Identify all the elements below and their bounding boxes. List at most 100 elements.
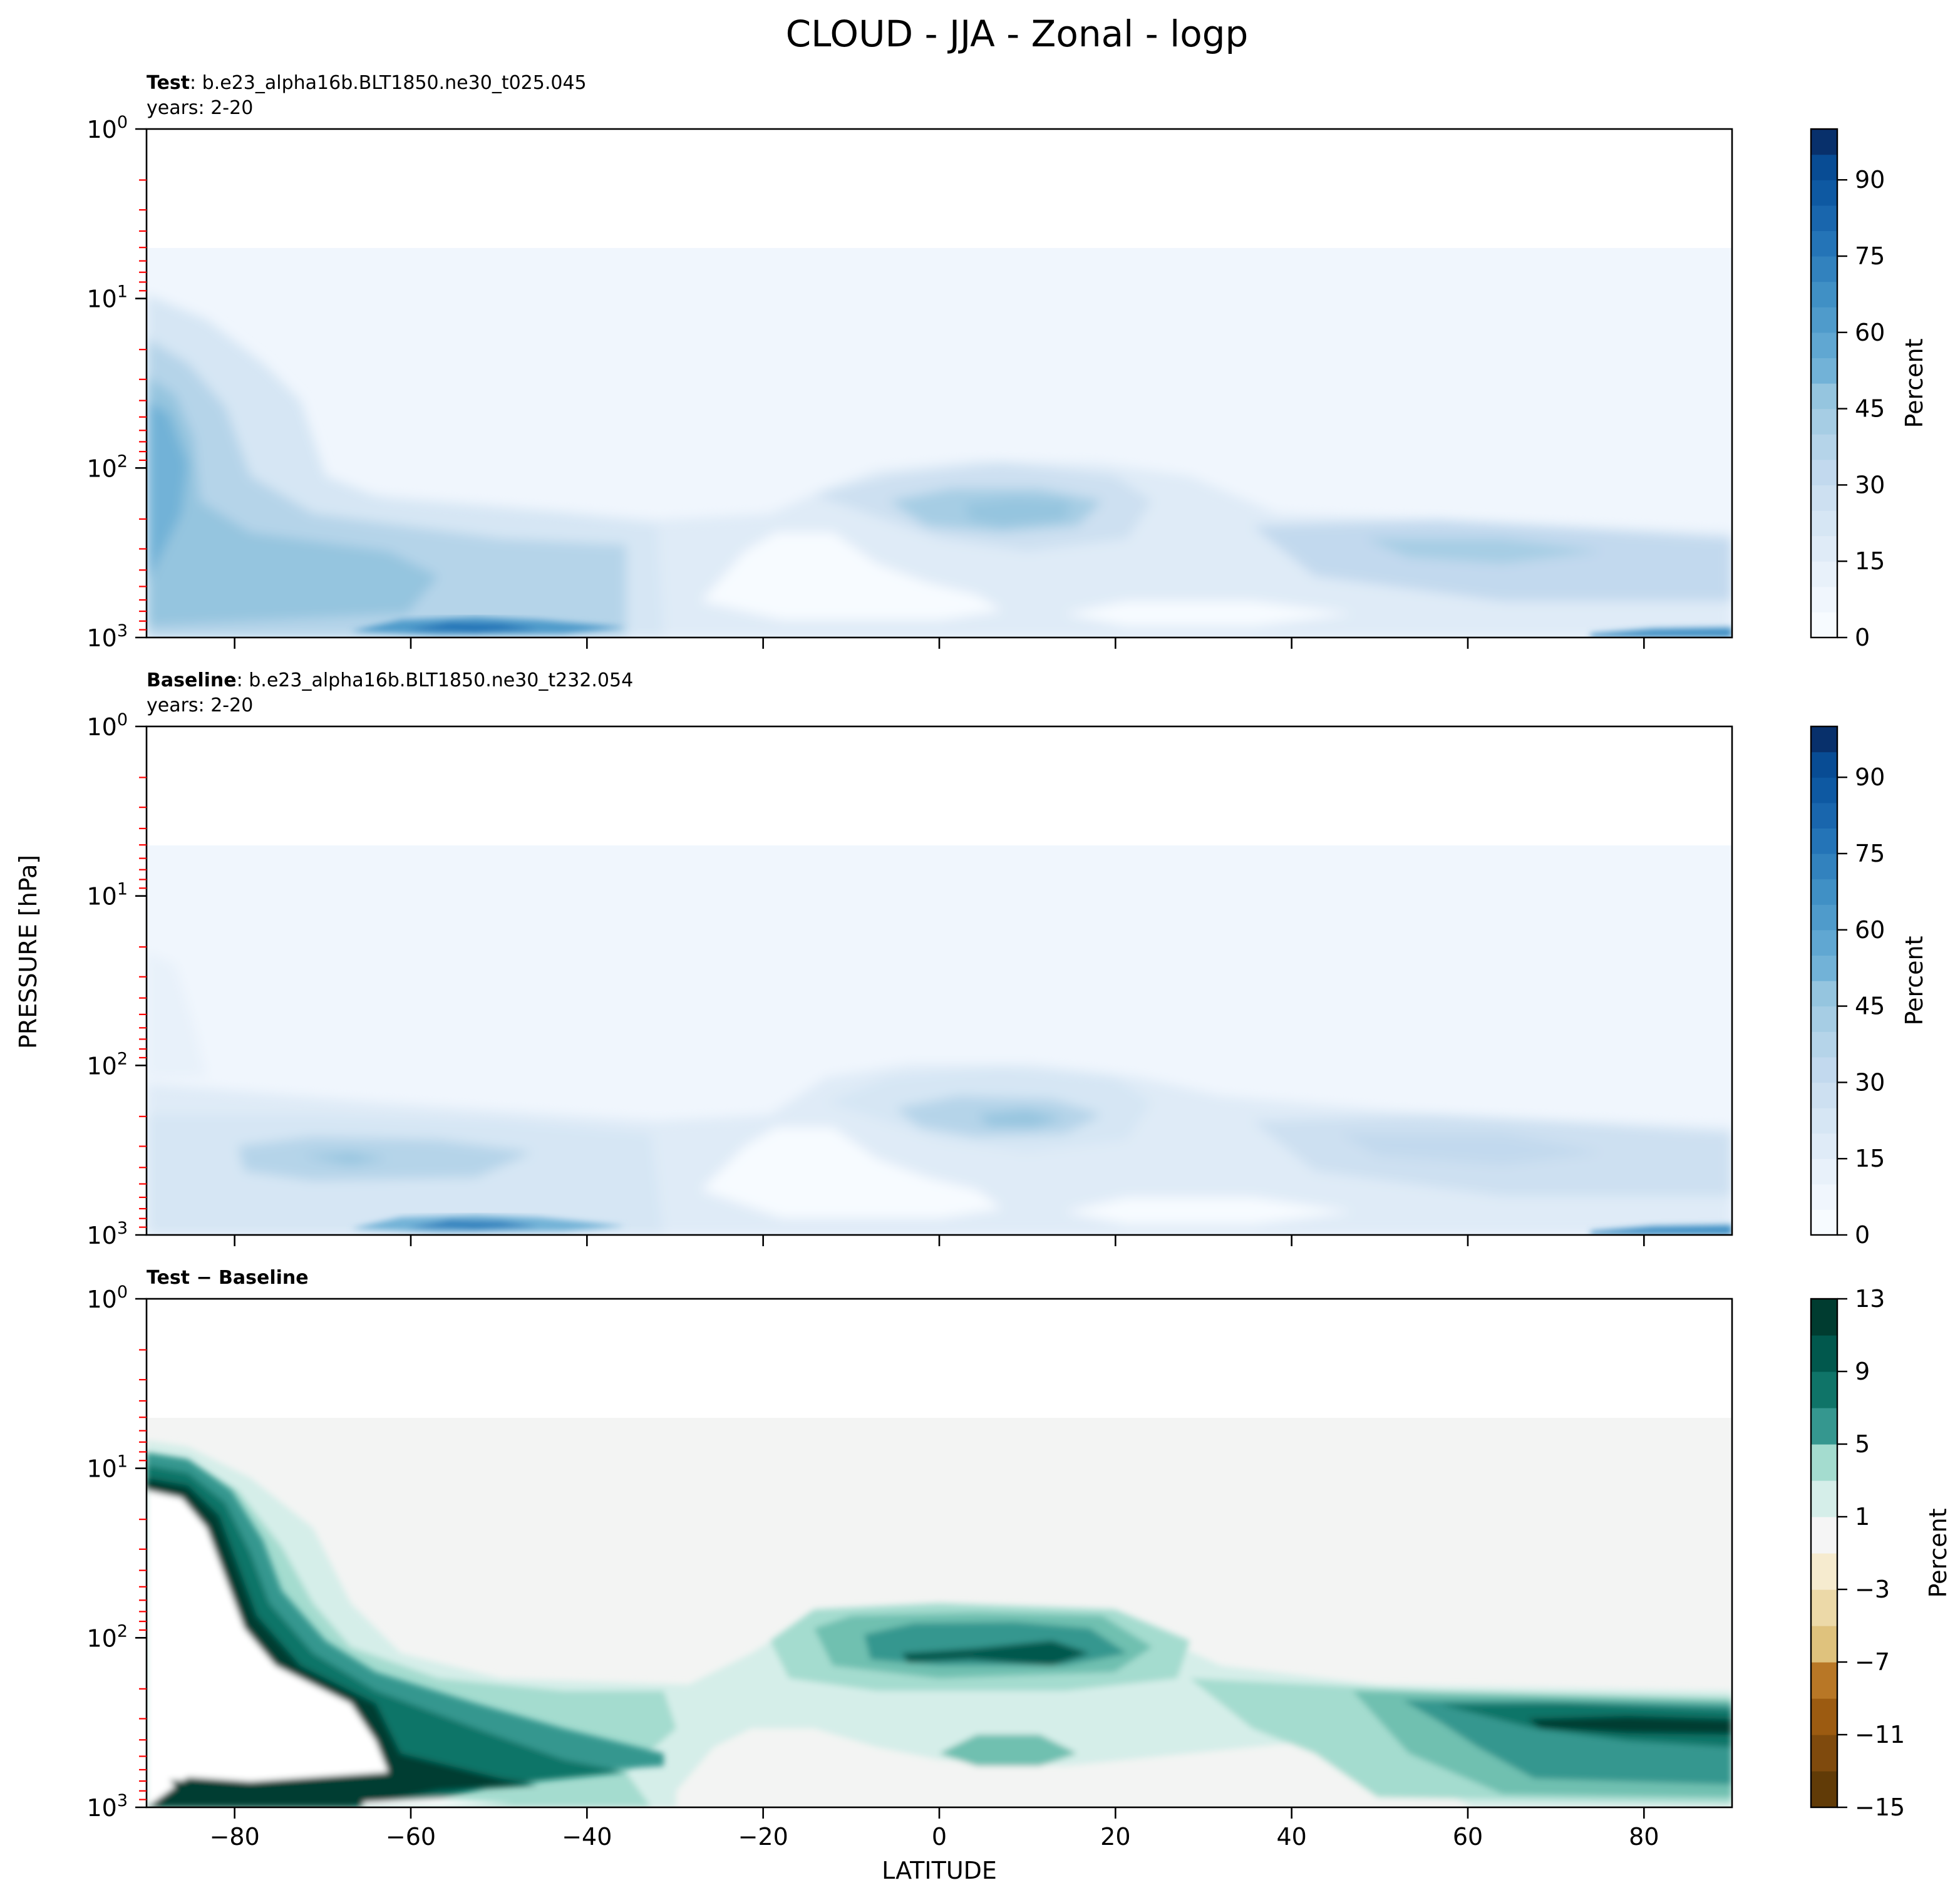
colorbar-segment — [1811, 752, 1837, 778]
y-axis-label: PRESSURE [hPa] — [14, 855, 42, 1049]
panel-baseline-title: Baseline: b.e23_alpha16b.BLT1850.ne30_t2… — [147, 669, 633, 691]
colorbar-label: Percent — [1924, 1509, 1952, 1598]
colorbar-tick-label: −7 — [1855, 1648, 1890, 1676]
colorbar-segment — [1811, 1735, 1837, 1772]
colorbar-segment — [1811, 256, 1837, 282]
colorbar-segment — [1811, 282, 1837, 307]
x-tick-label: 80 — [1629, 1823, 1659, 1851]
y-tick-label: 103 — [86, 1219, 128, 1249]
y-tick-label: 100 — [86, 1283, 128, 1313]
colorbar-segment — [1811, 205, 1837, 231]
y-tick-label: 102 — [86, 1049, 128, 1080]
colorbar-tick-label: 45 — [1855, 395, 1885, 423]
colorbar-segment — [1811, 1626, 1837, 1663]
x-tick-label: −80 — [210, 1823, 260, 1851]
colorbar-tick-label: 60 — [1855, 319, 1885, 346]
colorbar-segment — [1811, 1698, 1837, 1735]
colorbar-tick-label: 30 — [1855, 471, 1885, 498]
colorbar-tick-label: −3 — [1855, 1576, 1890, 1603]
colorbar-segment — [1811, 955, 1837, 981]
y-tick-label: 102 — [86, 452, 128, 482]
colorbar-label: Percent — [1901, 339, 1928, 428]
colorbar-tick-label: 1 — [1855, 1503, 1870, 1531]
panel-test-title-bold: Test — [147, 72, 190, 94]
y-tick-label: 100 — [86, 710, 128, 741]
panel-test-contour-field — [147, 129, 1732, 638]
figure-title: CLOUD - JJA - Zonal - logp — [786, 13, 1249, 55]
colorbar-segment — [1811, 726, 1837, 752]
panel-difference: Test − Baseline — [147, 1267, 1732, 1807]
colorbar-segment — [1811, 383, 1837, 409]
colorbar-segment — [1811, 333, 1837, 358]
colorbar-tick-label: 13 — [1855, 1285, 1885, 1313]
colorbar-segment — [1811, 561, 1837, 587]
panel-baseline: Baseline: b.e23_alpha16b.BLT1850.ne30_t2… — [147, 669, 1732, 1235]
y-tick-label: 100 — [86, 113, 128, 143]
colorbar-segment — [1811, 358, 1837, 383]
colorbar-tick-label: 90 — [1855, 763, 1885, 791]
colorbar-tick-label: 30 — [1855, 1068, 1885, 1096]
x-tick-label: 0 — [932, 1823, 947, 1851]
colorbar-tick-label: 15 — [1855, 547, 1885, 575]
colorbar-segment — [1811, 485, 1837, 510]
colorbar-tick-label: 60 — [1855, 916, 1885, 944]
colorbar-segment — [1811, 1006, 1837, 1032]
colorbar-segment — [1811, 1371, 1837, 1408]
y-tick-label: 101 — [86, 1452, 128, 1483]
panel-test: Test: b.e23_alpha16b.BLT1850.ne30_t025.0… — [147, 72, 1732, 638]
colorbar-segment — [1811, 612, 1837, 638]
y-tick-label: 102 — [86, 1621, 128, 1652]
colorbar-tick-label: 90 — [1855, 166, 1885, 194]
panel-difference-title: Test − Baseline — [147, 1267, 309, 1289]
y-tick-label: 103 — [86, 621, 128, 652]
colorbar-segment — [1811, 434, 1837, 460]
colorbar-segment — [1811, 1480, 1837, 1517]
colorbar-segment — [1811, 1299, 1837, 1336]
colorbar-tick-label: 15 — [1855, 1145, 1885, 1172]
y-tick-label: 101 — [86, 880, 128, 911]
colorbar-segment — [1811, 904, 1837, 930]
colorbar-segment — [1811, 1517, 1837, 1554]
colorbar-segment — [1811, 1184, 1837, 1210]
colorbar-segment — [1811, 1082, 1837, 1108]
colorbar-tick-label: −11 — [1855, 1721, 1905, 1748]
y-tick-label: 101 — [86, 282, 128, 313]
colorbar-segment — [1811, 981, 1837, 1006]
x-axis-label: LATITUDE — [882, 1857, 997, 1884]
model-top-blank — [147, 726, 1732, 845]
colorbar-segment — [1811, 1553, 1837, 1590]
model-top-blank — [147, 1299, 1732, 1418]
panel-baseline-subtitle: years: 2-20 — [147, 694, 253, 716]
colorbar-segment — [1811, 409, 1837, 435]
colorbar-segment — [1811, 1159, 1837, 1184]
colorbar-segment — [1811, 1771, 1837, 1808]
colorbar-segment — [1811, 1209, 1837, 1235]
colorbar-segment — [1811, 879, 1837, 905]
panel-baseline-contour-field — [147, 726, 1732, 1235]
colorbar-tick-label: 0 — [1855, 1221, 1870, 1249]
colorbar-segment — [1811, 1589, 1837, 1626]
colorbar-segment — [1811, 180, 1837, 205]
colorbar-tick-label: 45 — [1855, 993, 1885, 1020]
colorbar-segment — [1811, 1335, 1837, 1372]
x-tick-label: −20 — [738, 1823, 788, 1851]
colorbar-segment — [1811, 828, 1837, 854]
colorbar-baseline: 0 15 30 45 60 75 90 Percent — [1811, 726, 1928, 1249]
colorbar-tick-label: 0 — [1855, 624, 1870, 651]
x-tick-label: 60 — [1453, 1823, 1483, 1851]
colorbar-segment — [1811, 1444, 1837, 1481]
colorbar-tick-label: −15 — [1855, 1794, 1905, 1821]
panel-test-title: Test: b.e23_alpha16b.BLT1850.ne30_t025.0… — [147, 72, 587, 94]
panel-test-subtitle: years: 2-20 — [147, 97, 253, 119]
colorbar-segment — [1811, 1133, 1837, 1159]
colorbar-segment — [1811, 854, 1837, 879]
colorbar-tick-label: 75 — [1855, 242, 1885, 270]
model-top-blank — [147, 129, 1732, 248]
colorbar-label: Percent — [1901, 936, 1928, 1026]
panel-test-title-case: : b.e23_alpha16b.BLT1850.ne30_t025.045 — [190, 72, 587, 94]
colorbar-segment — [1811, 1662, 1837, 1699]
colorbar-segment — [1811, 510, 1837, 536]
x-tick-label: 40 — [1276, 1823, 1306, 1851]
colorbar-segment — [1811, 1057, 1837, 1083]
